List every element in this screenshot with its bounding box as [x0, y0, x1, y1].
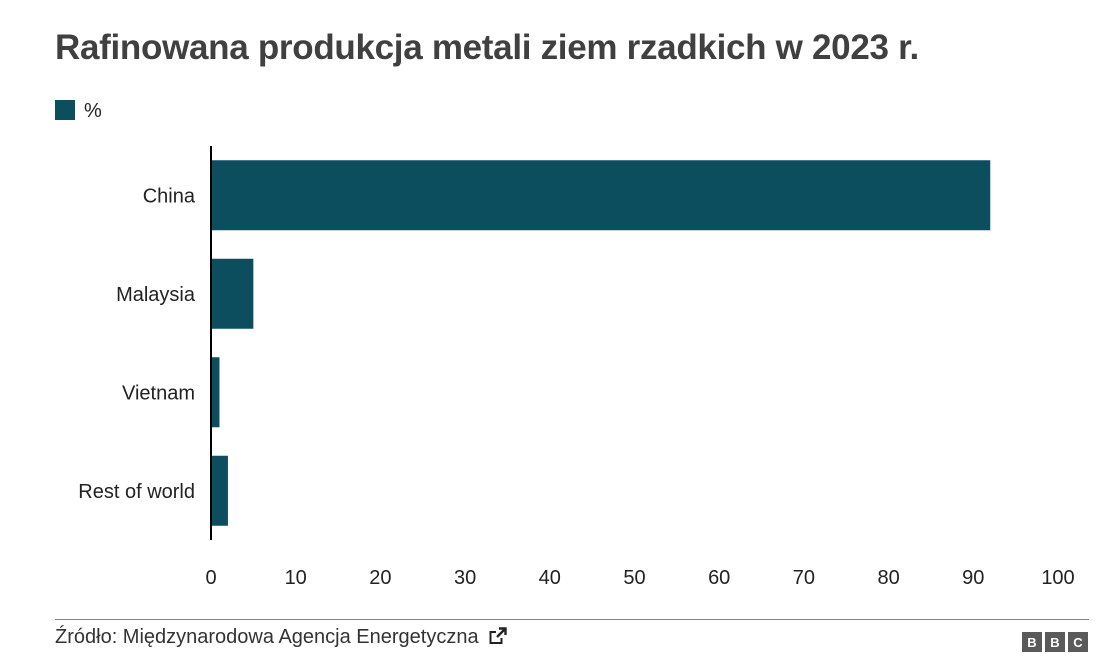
x-tick-label: 50	[623, 567, 645, 589]
bar-china	[211, 160, 991, 231]
legend-swatch	[55, 99, 75, 120]
bar-vietnam	[211, 357, 220, 428]
logo-letter-0: B	[1022, 632, 1042, 652]
source-text: Źródło: Międzynarodowa Agencja Energetyc…	[55, 626, 479, 648]
x-tick-label: 20	[369, 567, 391, 589]
x-tick-label: 60	[708, 567, 730, 589]
x-tick-label: 0	[205, 567, 216, 589]
x-tick-label: 10	[285, 567, 307, 589]
bar-chart: China Malaysia Vietnam Rest of world 0 10 20 30…	[78, 146, 1075, 589]
logo-letter-2: C	[1068, 632, 1088, 652]
source-note: Źródło: Międzynarodowa Agencja Energetyc…	[55, 626, 507, 651]
footer-divider	[55, 619, 1089, 620]
x-tick-label: 100	[1041, 567, 1074, 589]
external-link-icon[interactable]	[489, 627, 507, 651]
logo-letter-1: B	[1045, 632, 1065, 652]
category-label: Vietnam	[122, 382, 195, 404]
x-tick-label: 30	[454, 567, 476, 589]
x-tick-label: 70	[793, 567, 815, 589]
bar-malaysia	[211, 258, 254, 329]
x-tick-label: 90	[962, 567, 984, 589]
category-label: Malaysia	[116, 284, 196, 306]
category-label: China	[143, 185, 196, 207]
chart-title: Rafinowana produkcja metali ziem rzadkic…	[55, 28, 919, 67]
bar-rest-of-world	[211, 455, 228, 526]
x-tick-label: 40	[539, 567, 561, 589]
legend-label: %	[84, 100, 102, 122]
category-label: Rest of world	[78, 481, 195, 503]
x-tick-label: 80	[877, 567, 899, 589]
legend: %	[55, 96, 102, 123]
